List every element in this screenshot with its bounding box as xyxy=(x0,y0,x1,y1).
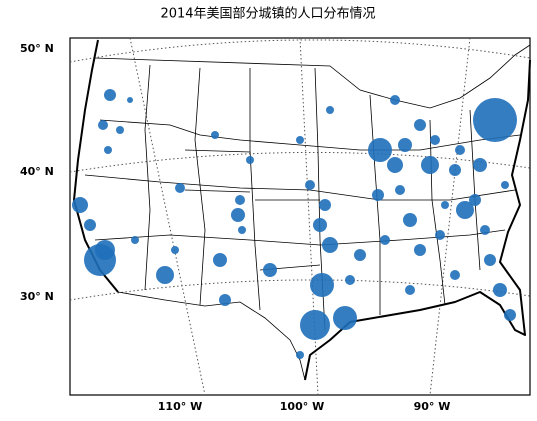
city-bubble xyxy=(430,135,440,145)
city-bubble xyxy=(95,240,115,260)
city-bubbles xyxy=(72,89,517,359)
city-bubble xyxy=(127,97,133,103)
city-bubble xyxy=(473,158,487,172)
longitude-label: 100° W xyxy=(280,400,324,413)
city-bubble xyxy=(98,120,108,130)
city-bubble xyxy=(354,249,366,261)
city-bubble xyxy=(345,275,355,285)
city-bubble xyxy=(456,201,474,219)
longitude-label: 90° W xyxy=(414,400,451,413)
city-bubble xyxy=(313,218,327,232)
city-bubble xyxy=(116,126,124,134)
city-bubble xyxy=(171,246,179,254)
city-bubble xyxy=(403,213,417,227)
longitude-label: 110° W xyxy=(158,400,202,413)
city-bubble xyxy=(398,138,412,152)
city-bubble xyxy=(380,235,390,245)
city-bubble xyxy=(326,106,334,114)
city-bubble xyxy=(493,283,507,297)
city-bubble xyxy=(300,310,330,340)
city-bubble xyxy=(368,138,392,162)
latitude-label: 50° N xyxy=(20,42,54,55)
city-bubble xyxy=(372,189,384,201)
city-bubble xyxy=(219,294,231,306)
city-bubble xyxy=(319,199,331,211)
city-bubble xyxy=(246,156,254,164)
city-bubble xyxy=(213,253,227,267)
graticule xyxy=(69,37,531,396)
city-bubble xyxy=(455,145,465,155)
city-bubble xyxy=(235,195,245,205)
city-bubble xyxy=(441,201,449,209)
city-bubble xyxy=(231,208,245,222)
city-bubble xyxy=(296,136,304,144)
city-bubble xyxy=(387,157,403,173)
city-bubble xyxy=(484,254,496,266)
city-bubble xyxy=(405,285,415,295)
city-bubble xyxy=(84,219,96,231)
city-bubble xyxy=(156,266,174,284)
city-bubble xyxy=(211,131,219,139)
city-bubble xyxy=(305,180,315,190)
city-bubble xyxy=(72,197,88,213)
city-bubble xyxy=(390,95,400,105)
map-frame xyxy=(69,37,531,396)
latitude-label: 30° N xyxy=(20,290,54,303)
city-bubble xyxy=(322,237,338,253)
city-bubble xyxy=(450,270,460,280)
city-bubble xyxy=(104,146,112,154)
city-bubble xyxy=(480,225,490,235)
city-bubble xyxy=(435,230,445,240)
latitude-label: 40° N xyxy=(20,165,54,178)
city-bubble xyxy=(469,194,481,206)
city-bubble xyxy=(473,98,517,142)
city-bubble xyxy=(333,306,357,330)
city-bubble xyxy=(310,273,334,297)
city-bubble xyxy=(131,236,139,244)
city-bubble xyxy=(238,226,246,234)
city-bubble xyxy=(449,164,461,176)
city-bubble xyxy=(414,244,426,256)
city-bubble xyxy=(421,156,439,174)
map-title: 2014年美国部分城镇的人口分布情况 xyxy=(160,6,375,22)
city-bubble xyxy=(263,263,277,277)
city-bubble xyxy=(501,181,509,189)
city-bubble xyxy=(504,309,516,321)
city-bubble xyxy=(395,185,405,195)
city-bubble xyxy=(104,89,116,101)
city-bubble xyxy=(175,183,185,193)
city-bubble xyxy=(296,351,304,359)
city-bubble xyxy=(414,119,426,131)
